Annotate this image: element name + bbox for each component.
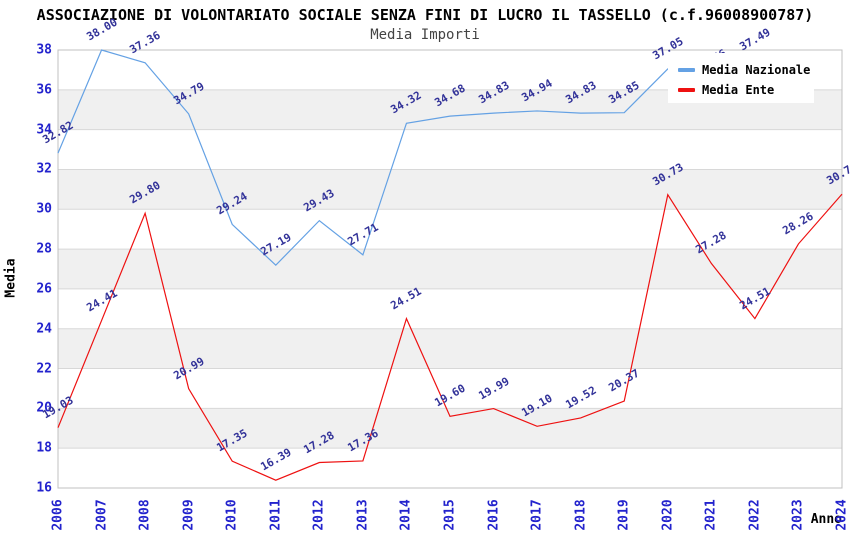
x-tick-label: 2019: [616, 499, 632, 531]
x-tick-label: 2021: [703, 499, 719, 531]
y-tick-label: 26: [36, 281, 52, 297]
x-tick-label: 2009: [181, 499, 197, 531]
y-tick-label: 30: [36, 201, 52, 217]
legend-label-media-nazionale: Media Nazionale: [702, 63, 811, 77]
y-tick-label: 20: [36, 400, 52, 416]
media-nazionale-line-swatch-icon: [678, 68, 695, 72]
plot-band: [58, 249, 842, 289]
x-tick-label: 2010: [224, 499, 240, 531]
x-axis-title: Anno: [810, 512, 842, 527]
chart-subtitle: Media Importi: [370, 27, 480, 43]
plot-band: [58, 448, 842, 488]
y-tick-label: 16: [36, 480, 52, 496]
legend-item-media-nazionale: Media Nazionale: [678, 60, 814, 80]
series-line-media-nazionale: [57, 49, 756, 267]
x-tick-label: 2016: [486, 499, 502, 531]
y-tick-label: 22: [36, 361, 52, 377]
x-tick-label: 2013: [355, 499, 371, 531]
legend: Media Nazionale Media Ente: [668, 53, 814, 103]
y-tick-label: 36: [36, 82, 52, 98]
series-line-media-ente: [57, 193, 843, 481]
x-tick-label: 2020: [660, 499, 676, 531]
media-ente-line-swatch-icon: [678, 88, 695, 92]
plot-band: [58, 209, 842, 250]
x-tick-label: 2023: [790, 499, 806, 531]
plot-band: [58, 408, 842, 449]
x-tick-label: 2006: [50, 499, 66, 531]
x-tick-label: 2018: [573, 499, 589, 531]
chart-title: ASSOCIAZIONE DI VOLONTARIATO SOCIALE SEN…: [36, 6, 814, 24]
x-tick-label: 2007: [94, 499, 110, 531]
plot-band: [58, 288, 842, 329]
y-tick-label: 28: [36, 241, 52, 257]
x-tick-label: 2017: [529, 499, 545, 531]
x-tick-label: 2022: [747, 499, 763, 531]
x-tick-label: 2008: [137, 499, 153, 531]
x-tick-label: 2024: [834, 499, 850, 531]
x-tick-label: 2015: [442, 499, 458, 531]
y-tick-label: 32: [36, 161, 52, 177]
y-tick-label: 38: [36, 42, 52, 58]
legend-label-media-ente: Media Ente: [702, 83, 775, 97]
y-tick-label: 34: [36, 122, 52, 138]
plot-band: [58, 328, 842, 369]
x-tick-label: 2011: [268, 499, 284, 531]
legend-item-media-ente: Media Ente: [678, 80, 814, 100]
plot-band: [58, 169, 842, 210]
y-tick-label: 24: [36, 321, 52, 337]
plot-band: [58, 129, 842, 170]
y-tick-label: 18: [36, 440, 52, 456]
x-tick-label: 2014: [398, 499, 414, 531]
plot-frame: [57, 49, 843, 489]
x-tick-label: 2012: [311, 499, 327, 531]
